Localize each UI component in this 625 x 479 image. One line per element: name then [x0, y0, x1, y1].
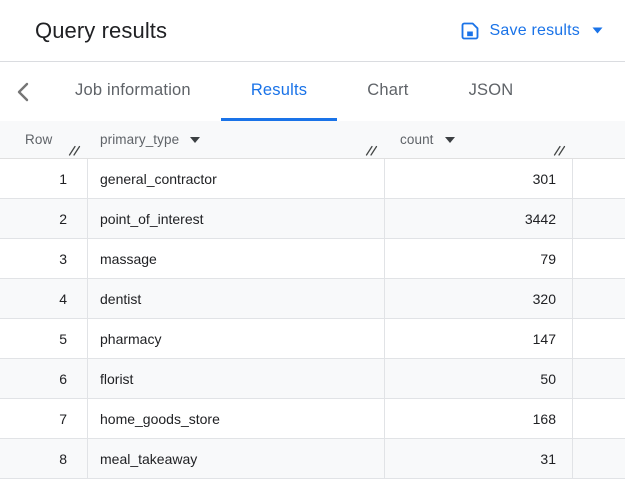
count-cell: 320 [385, 279, 573, 318]
primary-type-cell: meal_takeaway [88, 439, 385, 478]
page-title: Query results [35, 17, 168, 43]
column-resize-handle-icon [365, 145, 378, 156]
count-column-menu-button[interactable] [443, 135, 457, 145]
tabs: Job information Results Chart JSON [45, 62, 625, 121]
row-number-cell: 7 [0, 399, 88, 438]
column-label-primary-type: primary_type [100, 132, 180, 147]
results-table-body: 1 general_contractor 301 2 point_of_inte… [0, 159, 625, 479]
row-number-cell: 6 [0, 359, 88, 398]
row-number-cell: 3 [0, 239, 88, 278]
filler-cell [573, 159, 625, 198]
column-resize-handle[interactable] [365, 145, 378, 156]
tab-chart[interactable]: Chart [367, 80, 409, 99]
arrow-drop-down-icon [592, 27, 603, 34]
filler-cell [573, 319, 625, 358]
count-cell: 168 [385, 399, 573, 438]
filler-cell [573, 279, 625, 318]
count-cell: 50 [385, 359, 573, 398]
primary-type-cell: pharmacy [88, 319, 385, 358]
results-grid-header: Row primary_type [0, 121, 625, 159]
table-row: 1 general_contractor 301 [0, 159, 625, 199]
column-label-row: Row [25, 132, 53, 147]
column-header-count: count [385, 121, 573, 158]
column-header-row: Row [0, 121, 88, 158]
scroll-tabs-left-button[interactable] [0, 62, 45, 121]
count-cell: 31 [385, 439, 573, 478]
arrow-drop-down-icon [190, 136, 201, 143]
count-cell: 147 [385, 319, 573, 358]
save-results-label: Save results [489, 21, 580, 39]
count-cell: 301 [385, 159, 573, 198]
table-row: 5 pharmacy 147 [0, 319, 625, 359]
filler-cell [573, 439, 625, 478]
count-cell: 3442 [385, 199, 573, 238]
column-resize-handle[interactable] [553, 145, 566, 156]
row-number-cell: 4 [0, 279, 88, 318]
table-row: 3 massage 79 [0, 239, 625, 279]
filler-cell [573, 359, 625, 398]
table-row: 6 florist 50 [0, 359, 625, 399]
row-number-cell: 1 [0, 159, 88, 198]
column-resize-handle-icon [68, 145, 81, 156]
column-resize-handle-icon [553, 145, 566, 156]
panel-header: Query results Save results [0, 0, 625, 62]
row-number-cell: 5 [0, 319, 88, 358]
table-row: 8 meal_takeaway 31 [0, 439, 625, 479]
results-grid: Row primary_type [0, 121, 625, 479]
table-row: 7 home_goods_store 168 [0, 399, 625, 439]
primary-type-cell: point_of_interest [88, 199, 385, 238]
row-number-cell: 2 [0, 199, 88, 238]
column-header-primary-type: primary_type [88, 121, 385, 158]
primary-type-cell: general_contractor [88, 159, 385, 198]
tab-job-information[interactable]: Job information [75, 80, 191, 99]
filler-cell [573, 199, 625, 238]
save-icon [460, 21, 480, 41]
table-row: 4 dentist 320 [0, 279, 625, 319]
tab-json[interactable]: JSON [468, 80, 514, 99]
chevron-left-icon [15, 81, 31, 103]
primary-type-cell: massage [88, 239, 385, 278]
tab-bar: Job information Results Chart JSON [0, 62, 625, 121]
primary-type-cell: dentist [88, 279, 385, 318]
filler-cell [573, 399, 625, 438]
column-label-count: count [400, 132, 434, 147]
tab-results[interactable]: Results [220, 62, 338, 121]
primary-type-column-menu-button[interactable] [188, 135, 202, 145]
row-number-cell: 8 [0, 439, 88, 478]
filler-cell [573, 239, 625, 278]
primary-type-cell: florist [88, 359, 385, 398]
arrow-drop-down-icon [444, 136, 455, 143]
column-header-filler [573, 121, 625, 158]
primary-type-cell: home_goods_store [88, 399, 385, 438]
save-results-button[interactable]: Save results [452, 15, 611, 47]
column-resize-handle[interactable] [68, 145, 81, 156]
count-cell: 79 [385, 239, 573, 278]
table-row: 2 point_of_interest 3442 [0, 199, 625, 239]
